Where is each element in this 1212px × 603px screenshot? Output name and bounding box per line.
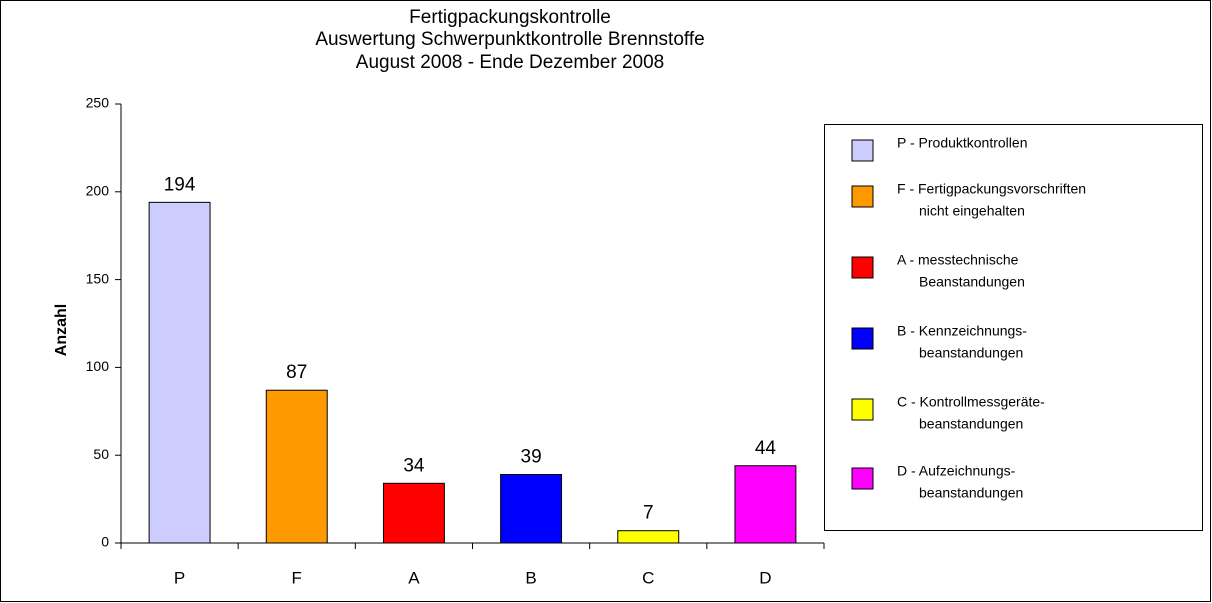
x-tick-label: D (759, 568, 771, 587)
legend-label: nicht eingehalten (919, 203, 1025, 219)
bar (265, 389, 328, 544)
legend-swatch (851, 139, 874, 162)
legend-box (824, 124, 1203, 531)
legend-label: D - Aufzeichnungs- (897, 463, 1016, 479)
bar (148, 201, 211, 544)
legend-label: F - Fertigpackungsvorschriften (897, 181, 1086, 197)
legend-label: A - messtechnische (897, 252, 1019, 268)
chart-title: August 2008 - Ende Dezember 2008 (356, 52, 664, 73)
bar (734, 465, 797, 544)
y-tick-label: 250 (86, 95, 110, 111)
legend-swatch (851, 185, 874, 208)
legend-label: beanstandungen (919, 416, 1023, 432)
legend-label: beanstandungen (919, 345, 1023, 361)
bar (617, 530, 680, 544)
data-label: 87 (286, 362, 307, 383)
data-label: 44 (755, 438, 777, 459)
chart-title: Fertigpackungskontrolle (409, 7, 611, 28)
y-tick-label: 0 (101, 534, 109, 550)
x-tick-label: B (525, 568, 536, 587)
legend-swatch (851, 256, 874, 279)
data-label: 7 (643, 503, 654, 524)
chart-title: Auswertung Schwerpunktkontrolle Brennsto… (315, 29, 704, 50)
legend-swatch (851, 327, 874, 350)
legend-swatch (851, 467, 874, 490)
data-label: 194 (164, 174, 196, 195)
y-axis-label: Anzahl (53, 304, 70, 356)
x-tick-label: C (642, 568, 654, 587)
y-tick-label: 100 (86, 358, 110, 374)
legend-label: P - Produktkontrollen (897, 135, 1027, 151)
y-tick-label: 150 (86, 270, 110, 286)
y-tick-label: 50 (93, 446, 109, 462)
data-label: 39 (521, 447, 542, 468)
legend-label: Beanstandungen (919, 274, 1025, 290)
x-tick-label: P (174, 568, 185, 587)
x-tick-label: F (292, 568, 302, 587)
legend-label: beanstandungen (919, 485, 1023, 501)
y-tick-label: 200 (86, 183, 110, 199)
legend-label: C - Kontrollmessgeräte- (897, 394, 1045, 410)
bar (500, 474, 563, 544)
legend-label: B - Kennzeichnungs- (897, 323, 1027, 339)
data-label: 34 (403, 455, 425, 476)
x-tick-label: A (408, 568, 420, 587)
bar (382, 482, 445, 544)
legend-swatch (851, 398, 874, 421)
